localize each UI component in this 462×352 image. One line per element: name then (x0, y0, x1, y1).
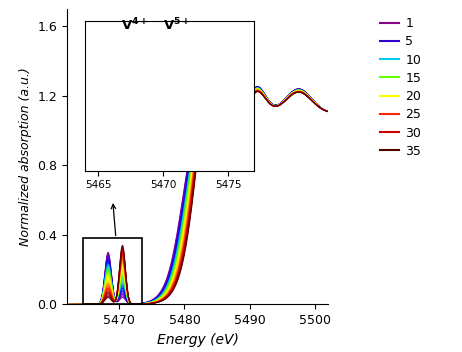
X-axis label: Energy (eV): Energy (eV) (157, 333, 238, 347)
Bar (83, 238, 142, 304)
Text: $\mathbf{V^{4+}}$: $\mathbf{V^{4+}}$ (121, 17, 148, 33)
Y-axis label: Normalized absorption (a.u.): Normalized absorption (a.u.) (19, 67, 32, 246)
Legend: 1, 5, 10, 15, 20, 25, 30, 35: 1, 5, 10, 15, 20, 25, 30, 35 (375, 12, 426, 163)
Text: $\mathbf{V^{5+}}$: $\mathbf{V^{5+}}$ (163, 17, 190, 33)
